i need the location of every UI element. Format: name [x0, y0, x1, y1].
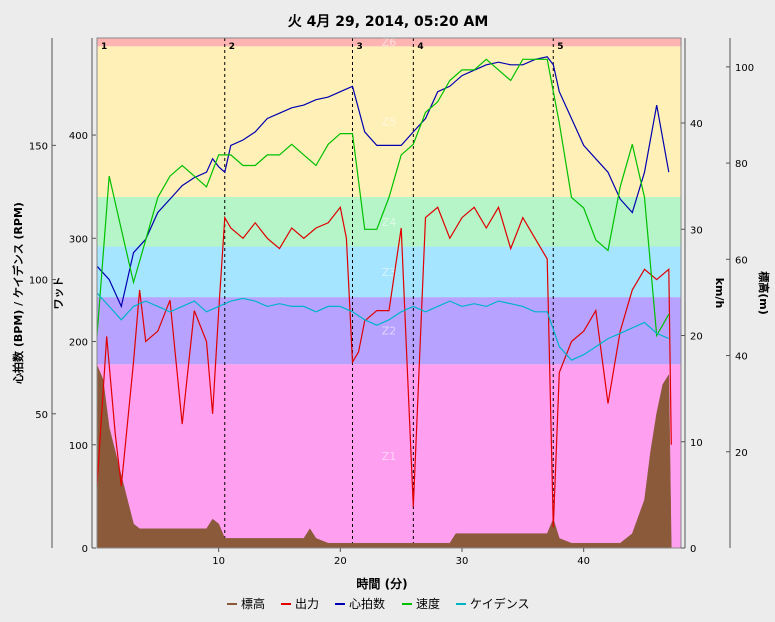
x-tick-label: 20 — [334, 556, 347, 567]
hr_cadence-tick-label: 50 — [35, 410, 48, 421]
speed-axis-label: km/h — [713, 278, 726, 309]
lap-markers: 1 2 3 4 5 — [101, 38, 564, 548]
legend-label-5: ケイデンス — [470, 596, 530, 611]
legend: 標高 出力 心拍数 速度 ケイデンス — [227, 596, 530, 611]
altitude-tick-label: 40 — [735, 352, 748, 363]
series-line-3 — [96, 56, 670, 309]
altitude-tick-label: 80 — [735, 159, 748, 170]
zone-label-3: Z3 — [382, 266, 397, 279]
speed-tick-label: 10 — [690, 438, 703, 449]
legend-label-2: 出力 — [295, 597, 319, 611]
x-tick-label: 40 — [577, 556, 590, 567]
watts-tick-label: 400 — [69, 131, 88, 142]
chart-title: 火 4月 29, 2014, 05:20 AM — [288, 14, 489, 30]
watts-tick-label: 100 — [69, 441, 88, 452]
speed-tick-label: 0 — [690, 544, 696, 555]
series-area-1 — [96, 365, 672, 549]
zone-label-2: Z2 — [382, 325, 397, 338]
lap-label-3: 3 — [357, 42, 363, 52]
altitude-tick-label: 20 — [735, 448, 748, 459]
hr_cadence-tick-label: 100 — [29, 276, 48, 287]
zone-band-1 — [97, 364, 681, 548]
speed-tick-label: 30 — [690, 225, 703, 236]
x-axis-label: 時間 (分) — [356, 576, 407, 591]
zone-label-6: Z6 — [382, 36, 397, 49]
hr-cadence-axis-label: 心拍数 (BPM) / ケイデンス (RPM) — [11, 202, 25, 384]
series-line-4 — [96, 58, 670, 338]
watts-axis-label: ワット — [52, 277, 65, 310]
zone-bands: Z1 Z2 Z3 Z4 Z5 Z6 — [97, 36, 681, 548]
lap-label-5: 5 — [557, 42, 563, 52]
x-tick-label: 30 — [456, 556, 469, 567]
plot-frame — [96, 37, 682, 549]
watts-tick-label: 200 — [69, 338, 88, 349]
zone-label-5: Z5 — [382, 116, 397, 129]
lap-label-2: 2 — [229, 42, 235, 52]
legend-label-1: 標高 — [241, 596, 265, 611]
speed-tick-label: 20 — [690, 332, 703, 343]
legend-label-3: 心拍数 — [349, 596, 385, 611]
watts-tick-label: 300 — [69, 234, 88, 245]
altitude-tick-label: 100 — [735, 63, 754, 74]
speed-tick-label: 40 — [690, 119, 703, 130]
lap-label-4: 4 — [417, 42, 423, 52]
x-tick-label: 10 — [212, 556, 225, 567]
series-line-2 — [96, 205, 672, 528]
lap-label-1: 1 — [101, 42, 107, 52]
hr_cadence-tick-label: 150 — [29, 141, 48, 152]
series-line-5 — [96, 292, 670, 361]
zone-band-4 — [97, 196, 681, 247]
legend-label-4: 速度 — [416, 596, 440, 611]
watts-tick-label: 0 — [82, 544, 88, 555]
zone-band-6 — [97, 38, 681, 47]
altitude-axis-label: 標高(m) — [757, 271, 771, 315]
axes: 50 100 150 0 100 200 300 400 0 10 20 30 40 20 40 60 80 10… — [29, 38, 754, 567]
series-lines — [96, 56, 672, 549]
altitude-tick-label: 60 — [735, 255, 748, 266]
zone-band-3 — [97, 246, 681, 298]
zone-band-5 — [97, 46, 681, 197]
zone-label-1: Z1 — [382, 450, 397, 463]
zone-label-4: Z4 — [382, 216, 397, 229]
